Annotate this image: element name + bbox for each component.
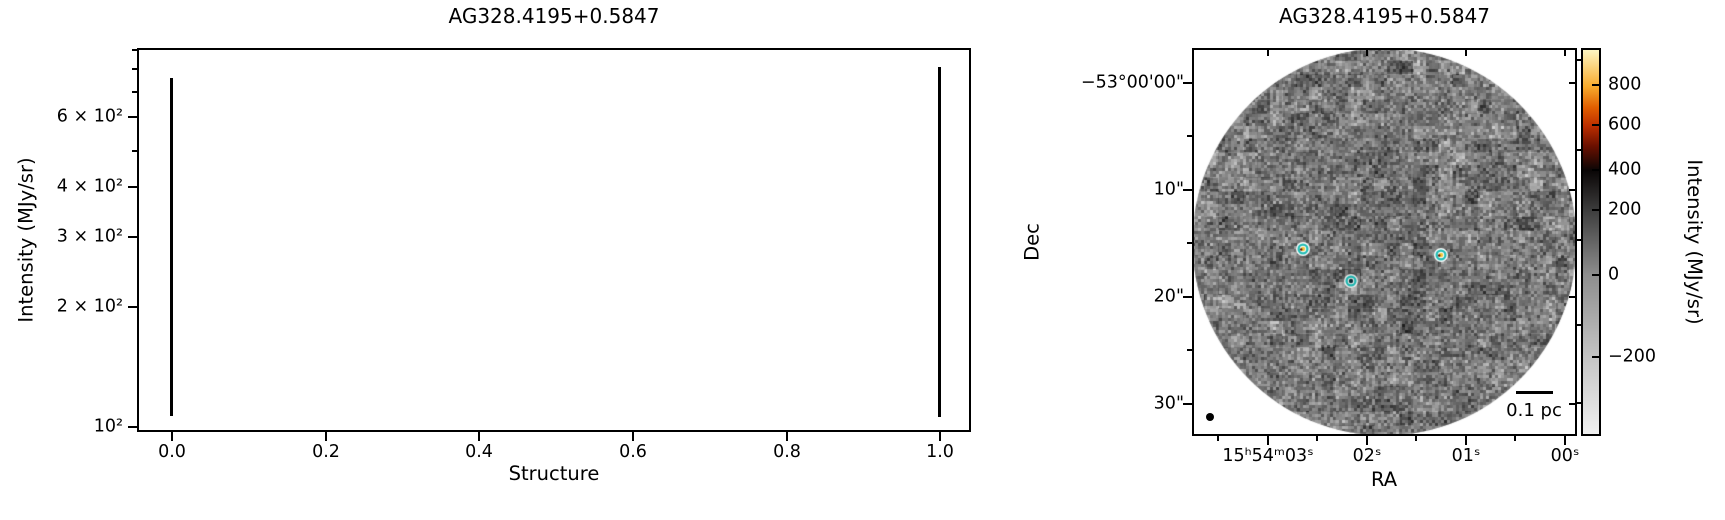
colorbar-tick-mark (1592, 209, 1599, 211)
colorbar-tick-mark (1592, 124, 1599, 126)
ra-tick-mark-top (1267, 50, 1269, 56)
ra-minor-tick-mark (1316, 436, 1318, 441)
x-tick-label: 0.8 (773, 442, 801, 462)
ra-minor-tick-mark (1415, 436, 1417, 441)
dec-minor-tick-mark (1187, 135, 1192, 137)
x-tick-label: 0.4 (465, 442, 493, 462)
x-tick-label: 1.0 (926, 442, 954, 462)
dec-tick-mark (1183, 296, 1192, 298)
ra-tick-label: 15ʰ54ᵐ03ˢ (1222, 446, 1314, 466)
y-minor-tick-mark (132, 68, 137, 70)
intensity-range-spike-structure-1 (938, 67, 941, 417)
dec-tick-mark-right (1569, 82, 1575, 84)
x-tick-label: 0.6 (619, 442, 647, 462)
y-tick-label: 4 × 10² (56, 176, 123, 197)
colorbar-axis-label: Intensity (MJy/sr) (1682, 159, 1706, 325)
dec-tick-mark-right (1569, 296, 1575, 298)
ra-minor-tick-mark (1514, 436, 1516, 441)
colorbar-minor-tick-mark (1575, 149, 1581, 151)
ra-tick-mark (1564, 436, 1566, 445)
dec-tick-mark (1183, 403, 1192, 405)
dec-tick-label: 10" (1153, 179, 1184, 200)
ra-tick-mark (1465, 436, 1467, 445)
dec-tick-label: 20" (1153, 286, 1184, 307)
colorbar-tick-mark (1592, 169, 1599, 171)
colorbar (1581, 48, 1601, 436)
colorbar-tick-label: 800 (1608, 74, 1642, 95)
y-tick-mark (128, 426, 137, 428)
ra-tick-mark-top (1564, 50, 1566, 56)
left-plot-frame (137, 48, 971, 432)
scalebar (1516, 391, 1553, 394)
y-tick-label: 3 × 10² (56, 226, 123, 247)
ra-tick-label: 02ˢ (1352, 446, 1382, 466)
ra-tick-mark-top (1465, 50, 1467, 56)
ra-axis-label: RA (1370, 468, 1398, 491)
x-tick-label: 0.0 (158, 442, 186, 462)
x-tick-mark (171, 432, 173, 441)
ra-tick-mark (1366, 436, 1368, 445)
colorbar-tick-mark (1592, 356, 1599, 358)
y-minor-tick-mark (132, 91, 137, 93)
ra-minor-tick-mark (1217, 436, 1219, 441)
colorbar-tick-label: 0 (1608, 264, 1620, 285)
y-tick-mark (128, 306, 137, 308)
dec-tick-label: −53°00'00" (1080, 72, 1184, 93)
y-tick-mark (128, 236, 137, 238)
colorbar-minor-tick-mark (1575, 324, 1581, 326)
right-map-title: AG328.4195+0.5847 (1279, 4, 1490, 28)
y-tick-mark (128, 116, 137, 118)
ra-tick-mark (1267, 436, 1269, 445)
x-tick-mark (939, 432, 941, 441)
colorbar-tick-label: 400 (1608, 159, 1642, 180)
dec-tick-mark (1183, 82, 1192, 84)
y-minor-tick-mark (132, 49, 137, 51)
intensity-range-spike-structure-0 (170, 78, 173, 416)
dec-axis-label: Dec (1020, 223, 1044, 261)
map-canvas (1192, 48, 1577, 436)
ra-tick-mark-top (1366, 50, 1368, 56)
dec-tick-label: 30" (1153, 393, 1184, 414)
x-tick-mark (632, 432, 634, 441)
x-tick-mark (325, 432, 327, 441)
left-x-axis-label: Structure (508, 462, 600, 485)
y-tick-label: 6 × 10² (56, 106, 123, 127)
ra-tick-label: 00ˢ (1550, 446, 1580, 466)
y-tick-label: 10² (93, 416, 123, 437)
x-tick-label: 0.2 (312, 442, 340, 462)
colorbar-minor-tick-mark (1575, 402, 1581, 404)
dec-minor-tick-mark (1187, 349, 1192, 351)
colorbar-tick-mark (1592, 274, 1599, 276)
y-minor-tick-mark (132, 150, 137, 152)
y-tick-mark (128, 186, 137, 188)
dec-tick-mark-right (1569, 189, 1575, 191)
colorbar-minor-tick-mark (1575, 59, 1581, 61)
colorbar-minor-tick-mark (1575, 239, 1581, 241)
dec-tick-mark-right (1569, 403, 1575, 405)
colorbar-tick-mark (1592, 84, 1599, 86)
left-plot-title: AG328.4195+0.5847 (448, 4, 660, 28)
x-tick-mark (478, 432, 480, 441)
scalebar-label: 0.1 pc (1506, 400, 1562, 421)
dec-tick-mark (1183, 189, 1192, 191)
colorbar-tick-label: −200 (1608, 346, 1657, 367)
dec-minor-tick-mark (1187, 242, 1192, 244)
map-frame (1192, 48, 1577, 436)
y-tick-label: 2 × 10² (56, 296, 123, 317)
x-tick-mark (786, 432, 788, 441)
colorbar-tick-label: 600 (1608, 114, 1642, 135)
colorbar-tick-label: 200 (1608, 199, 1642, 220)
beam-marker (1206, 413, 1214, 421)
ra-tick-label: 01ˢ (1451, 446, 1481, 466)
